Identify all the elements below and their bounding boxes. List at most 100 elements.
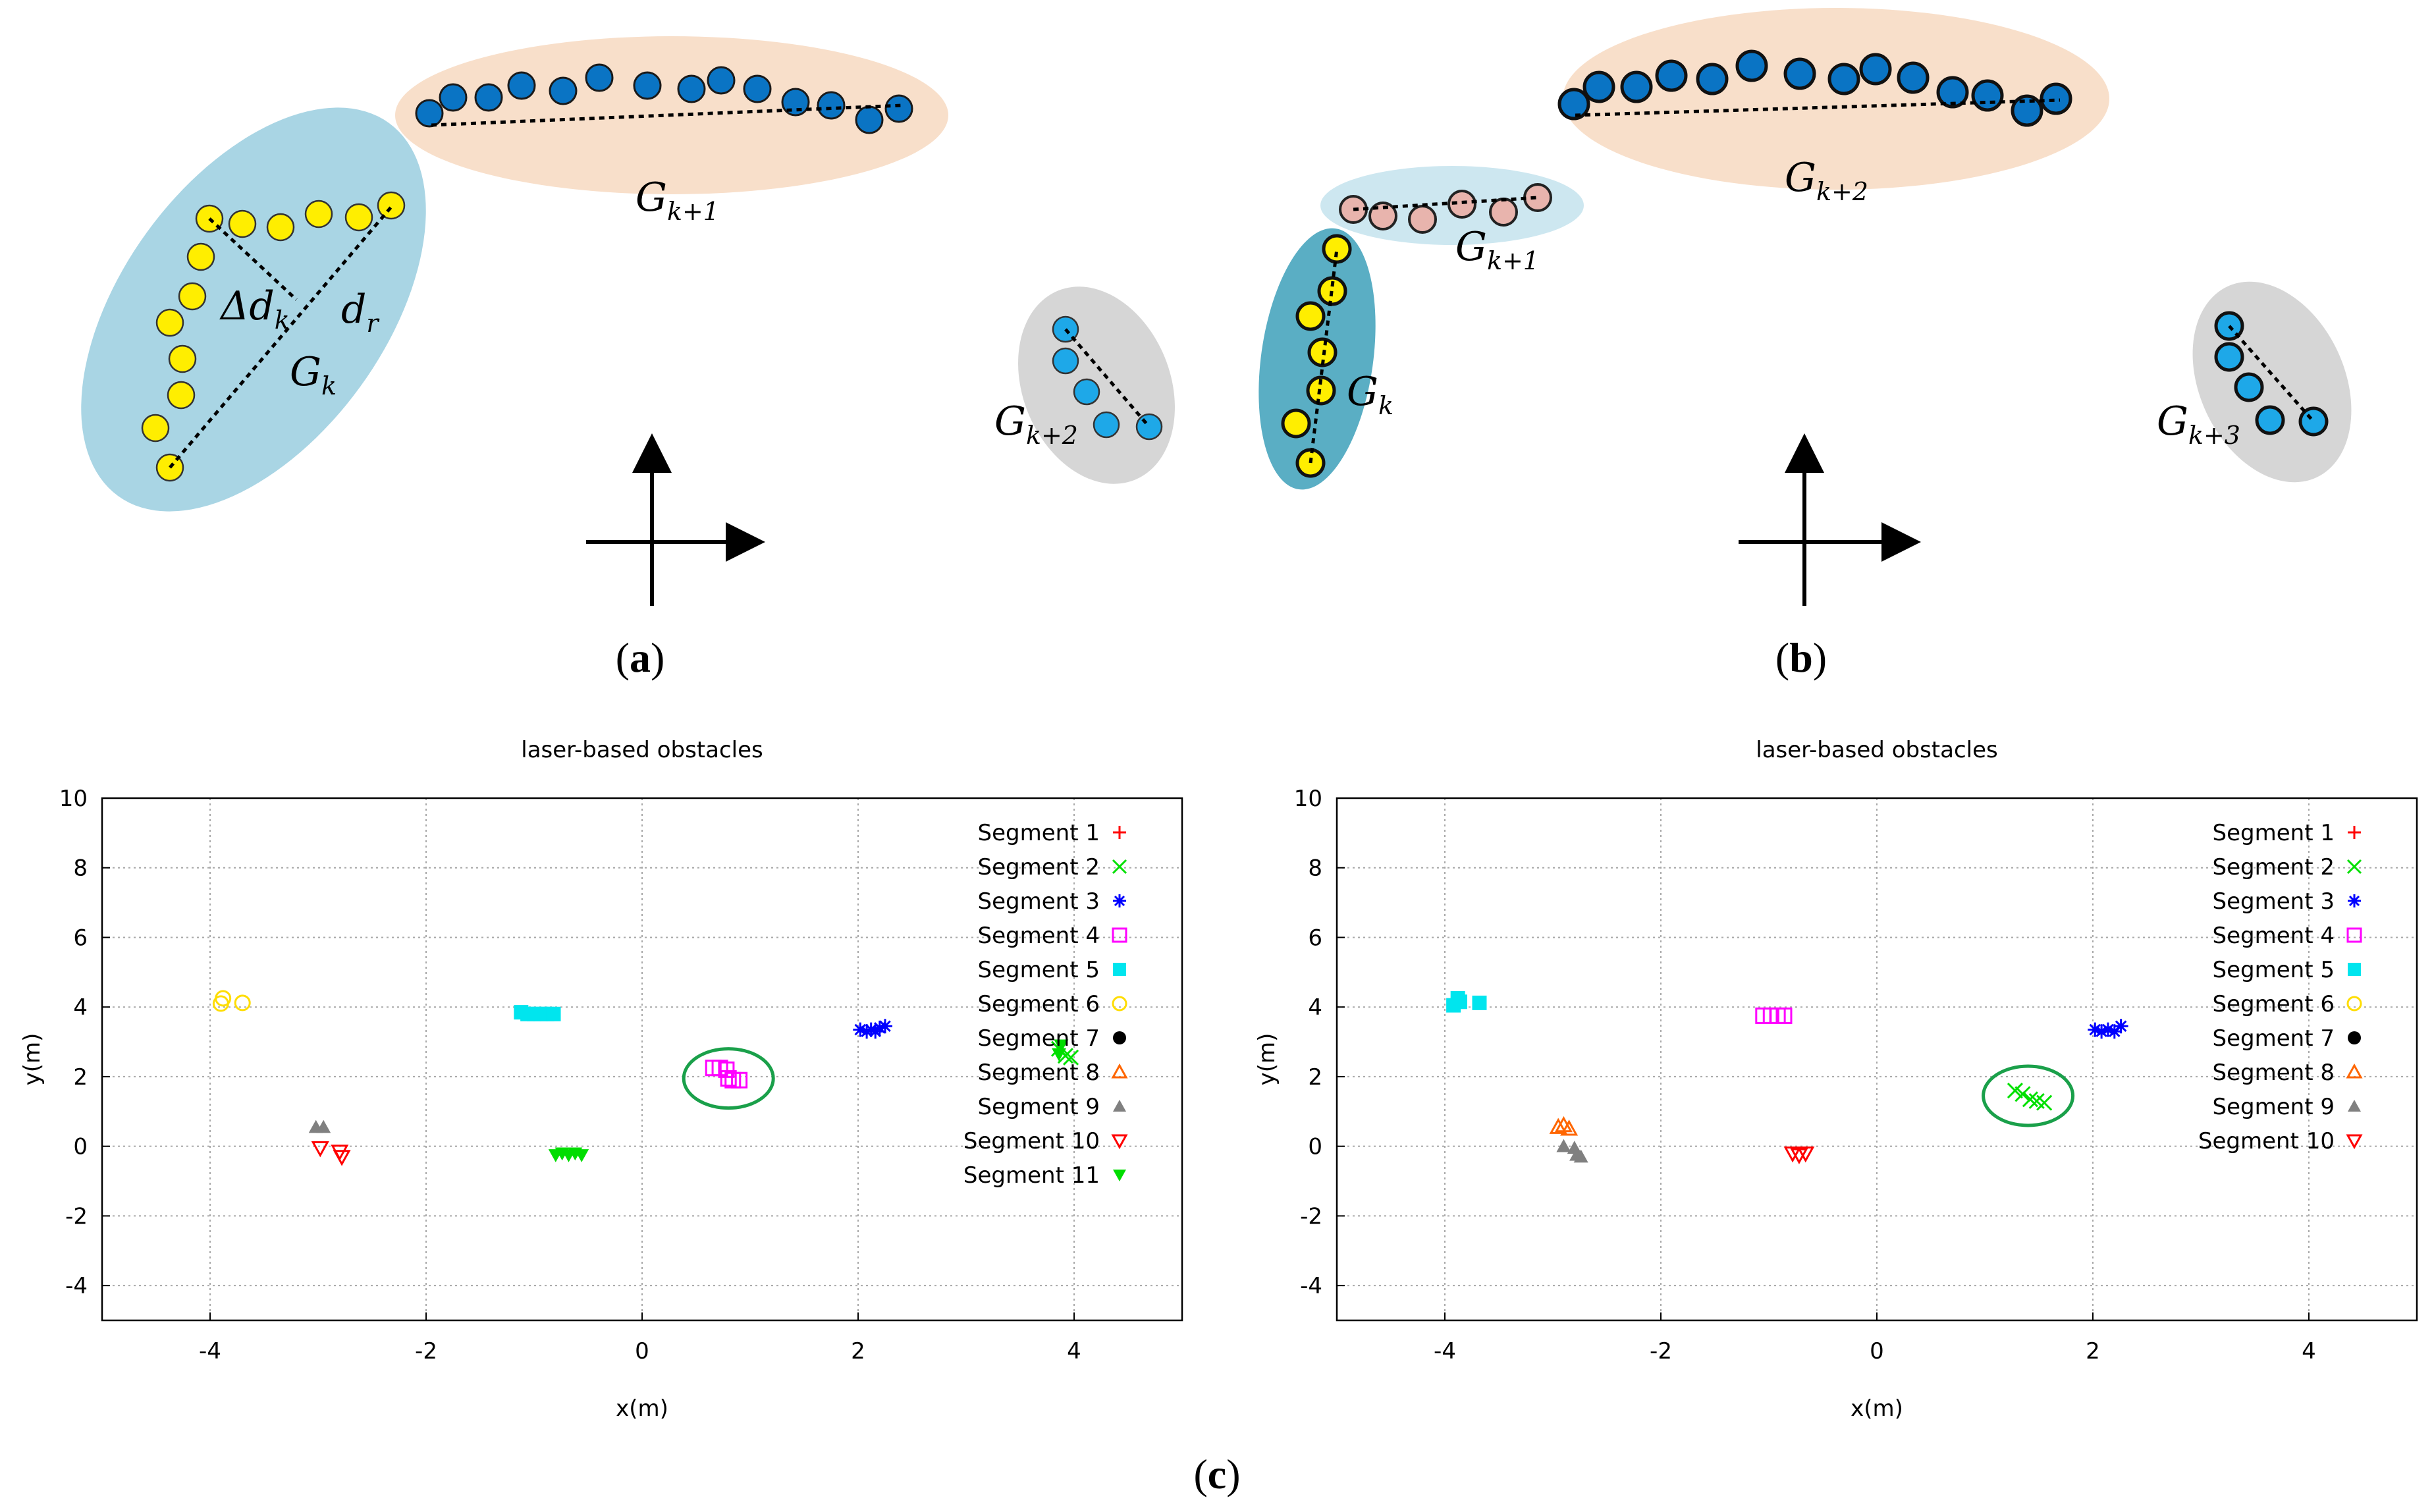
scan-point — [167, 381, 196, 410]
legend-marker — [2346, 927, 2362, 943]
scan-point — [884, 94, 913, 123]
scan-point — [1447, 190, 1476, 219]
data-point — [333, 1150, 351, 1166]
data-point — [2113, 1019, 2128, 1034]
x-axis-label: x(m) — [616, 1395, 668, 1422]
label-gk: Gk — [290, 349, 337, 400]
legend-marker — [2346, 1063, 2363, 1079]
y-tick-label: 8 — [73, 855, 88, 882]
data-point — [2015, 1086, 2031, 1102]
data-point — [1573, 1149, 1588, 1163]
x-tick-label: -2 — [1650, 1338, 1672, 1364]
data-point — [2022, 1091, 2038, 1108]
data-point — [2088, 1022, 2103, 1037]
scan-point — [1971, 79, 2004, 112]
data-point — [1775, 1007, 1793, 1024]
legend-label: Segment 9 — [2213, 1094, 2335, 1120]
data-point — [2094, 1024, 2109, 1039]
data-point — [1797, 1146, 1815, 1163]
legend-marker — [1112, 996, 1127, 1012]
y-tick-label: 2 — [1308, 1064, 1322, 1091]
legend-label: Segment 10 — [2198, 1128, 2335, 1154]
x-tick-label: -4 — [1434, 1338, 1456, 1364]
legend-marker — [1111, 1063, 1128, 1079]
scan-point — [585, 63, 614, 92]
scan-point — [1655, 59, 1688, 92]
legend-marker — [1113, 826, 1126, 839]
legend-label: Segment 4 — [978, 923, 1100, 949]
scan-point — [474, 83, 503, 112]
y-tick-label: 0 — [73, 1134, 88, 1160]
legend-label: Segment 10 — [963, 1128, 1100, 1154]
diagram-a: Gk+1 Δdk dr Gk Gk+2 (a) — [81, 36, 1175, 681]
data-point — [311, 1141, 329, 1158]
scan-point — [2298, 406, 2329, 437]
legend-marker — [2346, 859, 2362, 875]
scan-point — [2255, 405, 2285, 435]
data-point — [878, 1019, 892, 1034]
x-tick-label: 4 — [2302, 1338, 2316, 1364]
legend-marker — [2348, 1031, 2361, 1044]
highlight-ellipse — [1982, 1064, 2075, 1127]
scan-point — [1307, 337, 1338, 367]
data-point — [1790, 1148, 1808, 1164]
legend-label: Segment 6 — [2213, 991, 2335, 1017]
legend-marker — [1113, 963, 1126, 976]
scan-point — [1317, 276, 1347, 306]
legend-marker — [1112, 927, 1127, 943]
scan-point — [168, 344, 197, 373]
group-gk1-points — [415, 63, 913, 134]
data-point — [863, 1022, 879, 1037]
scan-point — [439, 83, 468, 112]
label-gk1: Gk+1 — [636, 175, 719, 226]
data-point — [720, 1070, 737, 1087]
legend-label: Segment 9 — [978, 1094, 1100, 1120]
scan-point — [1052, 347, 1079, 375]
legend-label: Segment 3 — [978, 888, 1100, 915]
panel-label-a: (a) — [616, 634, 665, 681]
scan-point — [1897, 61, 1930, 94]
gk2-span-line — [1575, 98, 2061, 117]
y-tick-label: -2 — [65, 1203, 88, 1229]
scan-point — [855, 105, 884, 134]
gk3-span-line — [2228, 325, 2315, 423]
scan-point — [1735, 49, 1768, 82]
legend-marker — [1113, 1170, 1126, 1181]
scan-point — [1936, 76, 1969, 109]
panel-label-c: (c) — [1193, 1451, 1240, 1498]
data-point — [1052, 1048, 1067, 1062]
group-gk3-points — [2214, 311, 2329, 437]
legend-marker — [1112, 859, 1127, 875]
scan-point — [743, 74, 772, 103]
scan-point — [1093, 411, 1120, 439]
legend-label: Segment 6 — [978, 991, 1100, 1017]
legend-marker — [2348, 963, 2361, 976]
label-gk: Gk — [1347, 369, 1393, 420]
legend-label: Segment 2 — [978, 854, 1100, 880]
scan-point — [344, 203, 373, 232]
data-point — [546, 1006, 561, 1021]
x-tick-label: -2 — [415, 1338, 437, 1364]
data-point — [1549, 1118, 1567, 1134]
data-point — [574, 1149, 589, 1162]
scan-point — [1582, 70, 1615, 103]
label-gk2: Gk+2 — [1785, 155, 1868, 206]
scan-point — [1281, 408, 1311, 439]
scan-point — [186, 242, 215, 271]
x-tick-label: 2 — [851, 1338, 865, 1364]
scan-point — [707, 66, 736, 95]
data-point — [1452, 994, 1467, 1010]
scan-point — [817, 91, 846, 120]
y-tick-label: -4 — [1300, 1273, 1322, 1299]
legend-label: Segment 11 — [963, 1162, 1100, 1189]
scan-point — [1620, 70, 1653, 103]
legend-label: Segment 8 — [978, 1060, 1100, 1086]
legend-marker — [2348, 1100, 2361, 1112]
legend-label: Segment 7 — [978, 1025, 1100, 1052]
group-gk2-region — [1563, 8, 2109, 190]
scan-point — [141, 414, 170, 443]
label-gk2: Gk+2 — [994, 398, 1078, 450]
label-delta-dk: Δdk — [219, 283, 290, 335]
chart-laser-obstacles-left: -4 -2 0 2 4 10 8 6 4 2 0 -2 -4 laser-based obstacles x… — [19, 737, 1183, 1422]
label-gk1: Gk+1 — [1455, 224, 1539, 275]
